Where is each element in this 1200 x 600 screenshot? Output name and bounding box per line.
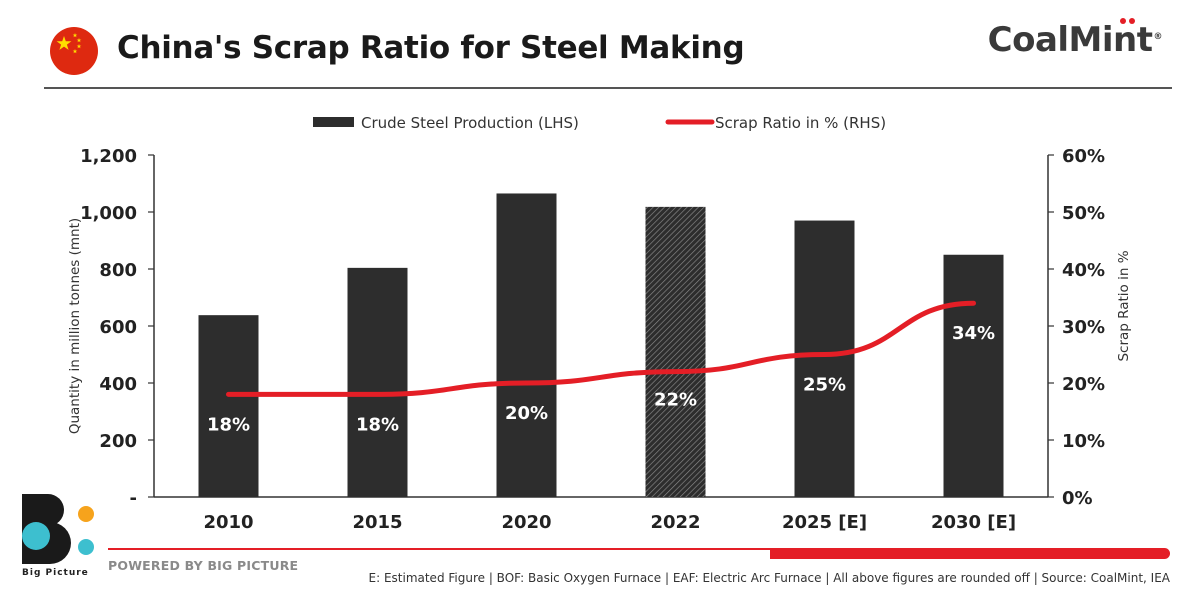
header-divider: [44, 87, 1172, 89]
y2-axis-title: Scrap Ratio in %: [1116, 250, 1132, 361]
y-tick-label: -: [130, 488, 137, 509]
x-tick-label: 2025 [E]: [782, 512, 867, 533]
legend: Crude Steel Production (LHS) Scrap Ratio …: [313, 114, 886, 132]
y-axis-title: Quantity in million tonnes (mnt): [67, 218, 83, 434]
data-label: 18%: [207, 414, 250, 435]
brand-logo: CoalMint®: [987, 20, 1163, 60]
y-tick-label: 200: [99, 431, 137, 452]
y-tick-label: 400: [99, 374, 137, 395]
page-title: China's Scrap Ratio for Steel Making: [117, 30, 745, 66]
brand-name: CoalMint: [987, 20, 1153, 60]
y2-tick-label: 20%: [1062, 374, 1105, 395]
bar: [496, 193, 557, 497]
bar: [645, 206, 706, 497]
data-label: 34%: [952, 323, 995, 344]
y-tick-label: 1,000: [80, 203, 137, 224]
x-tick-label: 2030 [E]: [931, 512, 1016, 533]
x-tick-label: 2020: [501, 512, 551, 533]
y2-tick-label: 30%: [1062, 317, 1105, 338]
brand-registered-mark: ®: [1153, 31, 1163, 42]
y2-tick-label: 10%: [1062, 431, 1105, 452]
y2-tick-label: 60%: [1062, 146, 1105, 167]
y-tick-label: 600: [99, 317, 137, 338]
y-tick-label: 1,200: [80, 146, 137, 167]
data-label: 22%: [654, 390, 697, 411]
line-series: [226, 300, 976, 397]
y2-tick-label: 0%: [1062, 488, 1093, 509]
bar: [794, 220, 855, 498]
footnote: E: Estimated Figure | BOF: Basic Oxygen …: [368, 571, 1171, 585]
x-tick-label: 2015: [352, 512, 402, 533]
footer-red-strip: [770, 548, 1170, 559]
x-tick-label: 2022: [650, 512, 700, 533]
big-picture-label: Big Picture: [22, 568, 89, 578]
x-tick-label: 2010: [203, 512, 253, 533]
big-picture-logo: [20, 492, 100, 572]
china-flag-icon: [50, 27, 98, 75]
y2-tick-label: 40%: [1062, 260, 1105, 281]
legend-swatch-bar: [313, 117, 354, 127]
bar: [347, 267, 408, 497]
bar: [198, 315, 259, 497]
scrap-ratio-line: [226, 300, 976, 397]
y2-tick-label: 50%: [1062, 203, 1105, 224]
legend-label-line: Scrap Ratio in % (RHS): [715, 114, 886, 132]
y-tick-label: 800: [99, 260, 137, 281]
brand-dots-icon: [1120, 18, 1142, 28]
powered-by-text: POWERED BY BIG PICTURE: [108, 558, 299, 573]
data-label: 18%: [356, 414, 399, 435]
footer-red-line: [108, 548, 778, 550]
legend-label-bar: Crude Steel Production (LHS): [361, 114, 579, 132]
bars: [198, 193, 1004, 498]
bar: [943, 254, 1004, 497]
data-label: 20%: [505, 403, 548, 424]
data-labels: 18% 18% 20% 22% 25% 34%: [207, 323, 995, 435]
axes: - 200 400 600 800 1,000 1,200 0% 10% 20% 30% 40% 50%…: [67, 146, 1132, 533]
data-label: 25%: [803, 375, 846, 396]
